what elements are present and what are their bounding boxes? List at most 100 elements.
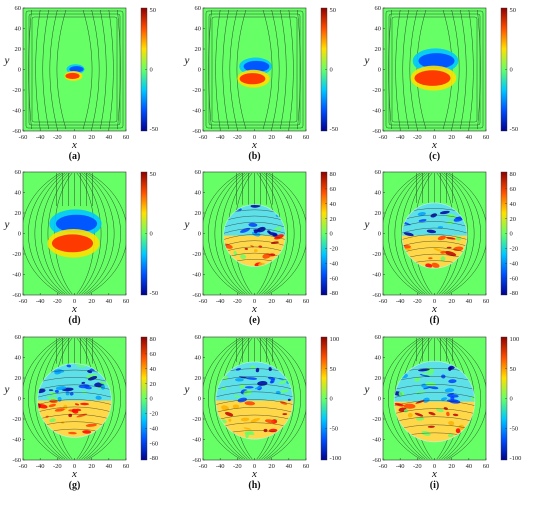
streamline (401, 221, 468, 227)
streamline (394, 416, 475, 422)
vorticity-blob (440, 250, 446, 254)
y-tick-label: 60 (195, 169, 202, 176)
streamline (223, 246, 286, 253)
positive-vorticity-core (414, 70, 451, 86)
streamline (402, 9, 409, 130)
x-tick-label: 60 (123, 298, 130, 305)
streamline (100, 9, 107, 130)
x-tick-label: 0 (433, 298, 436, 305)
positive-vorticity-core (51, 234, 94, 253)
vortex-region (215, 361, 294, 440)
x-tick-label: -40 (216, 463, 225, 470)
panel-caption: (e) (249, 315, 260, 326)
streamline (236, 9, 247, 130)
vorticity-blob (268, 231, 278, 237)
colorbar-tick-label: 50 (330, 7, 337, 14)
vorticity-blob (278, 380, 288, 385)
colorbar-tick-label: -40 (150, 425, 159, 432)
vorticity-blob (88, 376, 98, 381)
colorbar-tick-label: -80 (330, 290, 339, 297)
streamlines (205, 9, 304, 130)
y-tick-label: 20 (375, 210, 382, 217)
vorticity-blob (100, 384, 106, 390)
panel-caption: (h) (248, 480, 260, 491)
y-tick-label: 40 (15, 355, 22, 362)
streamline (37, 399, 112, 405)
vorticity-blob (264, 419, 275, 424)
y-tick-label: -60 (12, 292, 21, 299)
vorticity-blob (414, 377, 421, 382)
streamline (91, 9, 100, 130)
vortex-region (47, 209, 102, 258)
negative-vorticity-core (243, 60, 270, 73)
vorticity-blob (407, 412, 413, 418)
vorticity-blob (417, 212, 426, 216)
y-tick-label: 60 (195, 334, 202, 341)
streamline (401, 240, 468, 247)
colorbar-tick-label: 20 (330, 216, 337, 223)
vorticity-blob (66, 364, 72, 368)
x-tick-label: 40 (286, 134, 293, 141)
x-tick-label: 0 (73, 463, 76, 470)
vortex-boundary (37, 363, 112, 438)
vorticity-blob (54, 408, 65, 412)
vortex-boundary (223, 204, 286, 267)
y-tick-label: 20 (375, 375, 382, 382)
streamline (468, 9, 474, 130)
x-tick-label: 60 (123, 463, 130, 470)
vorticity-blob (437, 235, 446, 241)
vorticity-blob (48, 389, 54, 392)
vorticity-blob (428, 411, 436, 416)
x-tick-label: -40 (36, 134, 45, 141)
streamline (401, 172, 428, 295)
y-tick-label: -60 (12, 128, 21, 135)
streamline (441, 172, 468, 295)
x-tick-label: 20 (268, 298, 275, 305)
streamline (23, 172, 61, 295)
streamline (388, 13, 481, 126)
colorbar-tick-label: -60 (330, 275, 339, 282)
streamline (79, 172, 102, 295)
streamline (448, 172, 486, 295)
colorbar-tick-label: 0 (330, 67, 333, 74)
y-tick-label: -40 (192, 272, 201, 279)
panel-caption: (g) (69, 480, 81, 491)
vorticity-blob (446, 411, 450, 417)
x-tick-label: 40 (286, 463, 293, 470)
streamline (401, 214, 468, 221)
streamline (28, 9, 32, 130)
vorticity-blob (55, 386, 67, 391)
streamline (223, 234, 286, 240)
vorticity-blob (280, 389, 289, 393)
y-tick-label: -20 (192, 251, 201, 258)
vorticity-blob (251, 231, 261, 237)
vorticity-blob (75, 408, 82, 411)
vorticity-blob (433, 248, 443, 252)
x-tick-label: -20 (53, 298, 62, 305)
streamline (288, 9, 294, 130)
streamline (37, 414, 112, 420)
streamline (208, 13, 301, 126)
colorbar-tick-label: 50 (510, 366, 517, 373)
x-tick-label: -20 (413, 134, 422, 141)
negative-vorticity-core (55, 214, 98, 233)
streamline (28, 13, 121, 126)
x-tick-label: -60 (199, 298, 208, 305)
x-tick-label: -40 (396, 298, 405, 305)
vorticity-blob (423, 385, 433, 390)
x-tick-label: 20 (448, 134, 455, 141)
y-tick-label: 0 (378, 231, 381, 238)
streamline (268, 337, 306, 460)
vorticity-blob (274, 226, 282, 232)
x-tick-label: 40 (286, 298, 293, 305)
vorticity-blob (263, 428, 268, 433)
vorticity-blob (455, 428, 461, 434)
y-tick-label: -20 (12, 87, 21, 94)
x-tick-label: 40 (106, 134, 113, 141)
vorticity-blob (427, 425, 435, 428)
streamline (211, 16, 298, 123)
streamline (448, 337, 486, 460)
y-tick-label: -40 (372, 108, 381, 115)
y-tick-label: 20 (15, 210, 22, 217)
streamline (271, 9, 280, 130)
